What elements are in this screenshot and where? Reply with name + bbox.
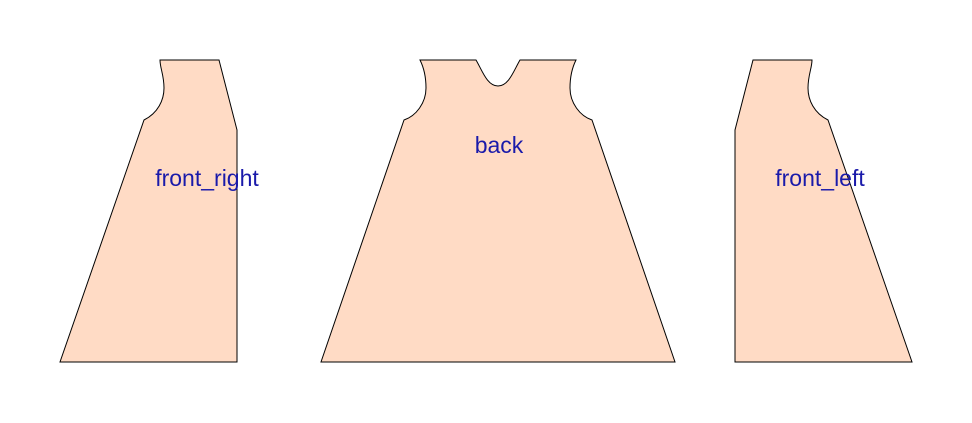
piece-back: back: [320, 59, 676, 363]
front-right-label: front_right: [155, 165, 259, 191]
front-right-piece-shape: [59, 59, 238, 363]
piece-front-left: front_left: [734, 59, 913, 363]
front-left-label: front_left: [775, 165, 865, 191]
piece-front-right: front_right: [59, 59, 259, 363]
back-piece-shape: [320, 59, 676, 363]
front-left-piece-shape: [734, 59, 913, 363]
back-label: back: [475, 132, 524, 158]
